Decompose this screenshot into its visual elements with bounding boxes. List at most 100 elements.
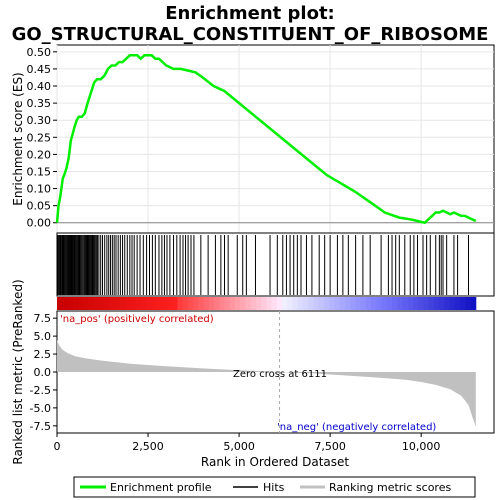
ranked-y-tick-label: -7.5: [30, 420, 51, 433]
color-bar-segment: [125, 297, 131, 310]
color-bar-segment: [465, 297, 472, 310]
color-bar-segment: [386, 297, 393, 310]
es-y-tick-label: 0.25: [27, 131, 52, 144]
zero-cross-label: Zero cross at 6111: [233, 369, 327, 380]
color-bar-segment: [271, 297, 278, 310]
color-bar-segment: [255, 297, 262, 310]
color-bar-segment: [454, 297, 461, 310]
color-bar-segment: [198, 297, 205, 310]
hits-panel: [56, 232, 495, 310]
color-bar-segment: [449, 297, 456, 310]
color-bar-segment: [177, 297, 184, 310]
color-bar-segment: [130, 297, 137, 310]
color-bar-segment: [98, 297, 105, 310]
es-y-tick-label: 0.15: [27, 165, 52, 178]
x-tick-label: 2,500: [132, 440, 164, 453]
ranked-y-axis-label: Ranked list metric (PreRanked): [11, 279, 25, 464]
color-bar-segment: [323, 297, 330, 310]
chart-title-line-2: GO_STRUCTURAL_CONSTITUENT_OF_RIBOSOME: [12, 24, 489, 45]
color-bar-segment: [104, 297, 110, 310]
legend: Enrichment profile Hits Ranking metric s…: [73, 476, 476, 498]
es-y-tick-label: 0.40: [27, 80, 52, 93]
na-neg-label: 'na_neg' (negatively correlated): [277, 422, 436, 433]
color-bar-segment: [224, 297, 231, 310]
es-y-tick-label: 0.30: [27, 114, 52, 127]
es-y-tick-label: 0.35: [27, 97, 52, 110]
ranked-y-ticks: 7.5 5.0 2.5 0.0 -2.5 -5.0 -7.5: [30, 312, 57, 433]
color-bar-segment: [77, 297, 84, 310]
color-bar-segment: [276, 297, 283, 310]
color-bar-segment: [470, 297, 477, 310]
x-tick-label: 5,000: [223, 440, 255, 453]
color-bar-segment: [339, 297, 346, 310]
color-bar-segment: [166, 297, 173, 310]
color-bar-segment: [334, 297, 341, 310]
color-bar-segment: [62, 297, 68, 310]
color-bar-segment: [261, 297, 267, 310]
es-y-tick-label: 0.45: [27, 63, 52, 76]
color-bar-segment: [282, 297, 288, 310]
ranked-y-tick-label: 0.0: [34, 366, 52, 379]
color-bar-segment: [365, 297, 372, 310]
color-bar-segment: [151, 297, 157, 310]
color-bar-segment: [313, 297, 320, 310]
color-bar-segment: [360, 297, 367, 310]
color-bar-segment: [250, 297, 257, 310]
chart-title-line-1: Enrichment plot:: [165, 3, 335, 24]
color-bar-segment: [234, 297, 241, 310]
color-bar-segment: [297, 297, 304, 310]
color-bar-segment: [187, 297, 194, 310]
legend-box: [73, 476, 476, 498]
color-bar-segment: [308, 297, 315, 310]
color-bar-segment: [287, 297, 294, 310]
enrichment-profile-line: [55, 54, 477, 225]
color-bar-segment: [350, 297, 356, 310]
color-bar-segment: [135, 297, 142, 310]
color-bar-segment: [203, 297, 210, 310]
color-bar-segment: [57, 297, 63, 310]
color-bar-segment: [444, 297, 451, 310]
ranked-y-tick-label: -2.5: [30, 384, 51, 397]
color-bar-segment: [161, 297, 168, 310]
color-bar-segment: [402, 297, 409, 310]
color-bar-segment: [371, 297, 377, 310]
color-bar-segment: [460, 297, 466, 310]
color-bar-segment: [433, 297, 440, 310]
color-bar-segment: [182, 297, 189, 310]
color-bar-segment: [208, 297, 215, 310]
color-bar-segment: [428, 297, 435, 310]
color-bar-segment: [193, 297, 199, 310]
color-bar-segment: [145, 297, 152, 310]
color-bar-segment: [439, 297, 445, 310]
color-bar-segment: [156, 297, 163, 310]
color-bar-segment: [219, 297, 226, 310]
color-bar-segment: [240, 297, 246, 310]
hit-lines: [57, 235, 470, 295]
x-tick-label: 0: [54, 440, 61, 453]
ranking-color-bar: [57, 297, 477, 310]
color-bar-segment: [266, 297, 273, 310]
color-bar-segment: [72, 297, 79, 310]
color-bar-segment: [114, 297, 121, 310]
color-bar-segment: [381, 297, 388, 310]
x-axis-ticks: 0 2,500 5,000 7,500 10,000: [54, 433, 441, 453]
color-bar-segment: [109, 297, 116, 310]
color-bar-segment: [83, 297, 89, 310]
na-pos-label: 'na_pos' (positively correlated): [60, 314, 214, 325]
color-bar-segment: [392, 297, 398, 310]
color-bar-segment: [214, 297, 220, 310]
color-bar-segment: [140, 297, 147, 310]
es-panel: 0.00 0.05 0.10 0.15 0.20 0.25 0.30 0.35 0.40 0.45…: [11, 44, 495, 234]
color-bar-segment: [397, 297, 404, 310]
color-bar-segment: [418, 297, 424, 310]
color-bar-segment: [318, 297, 325, 310]
x-tick-label: 10,000: [402, 440, 441, 453]
ranked-y-tick-label: 5.0: [34, 330, 52, 343]
es-y-tick-label: 0.10: [27, 183, 52, 196]
ranked-y-tick-label: -5.0: [30, 402, 51, 415]
color-bar-segment: [119, 297, 126, 310]
color-bar-segment: [344, 297, 351, 310]
color-bar-segment: [423, 297, 430, 310]
es-grid: [56, 45, 494, 233]
color-bar-segment: [303, 297, 309, 310]
